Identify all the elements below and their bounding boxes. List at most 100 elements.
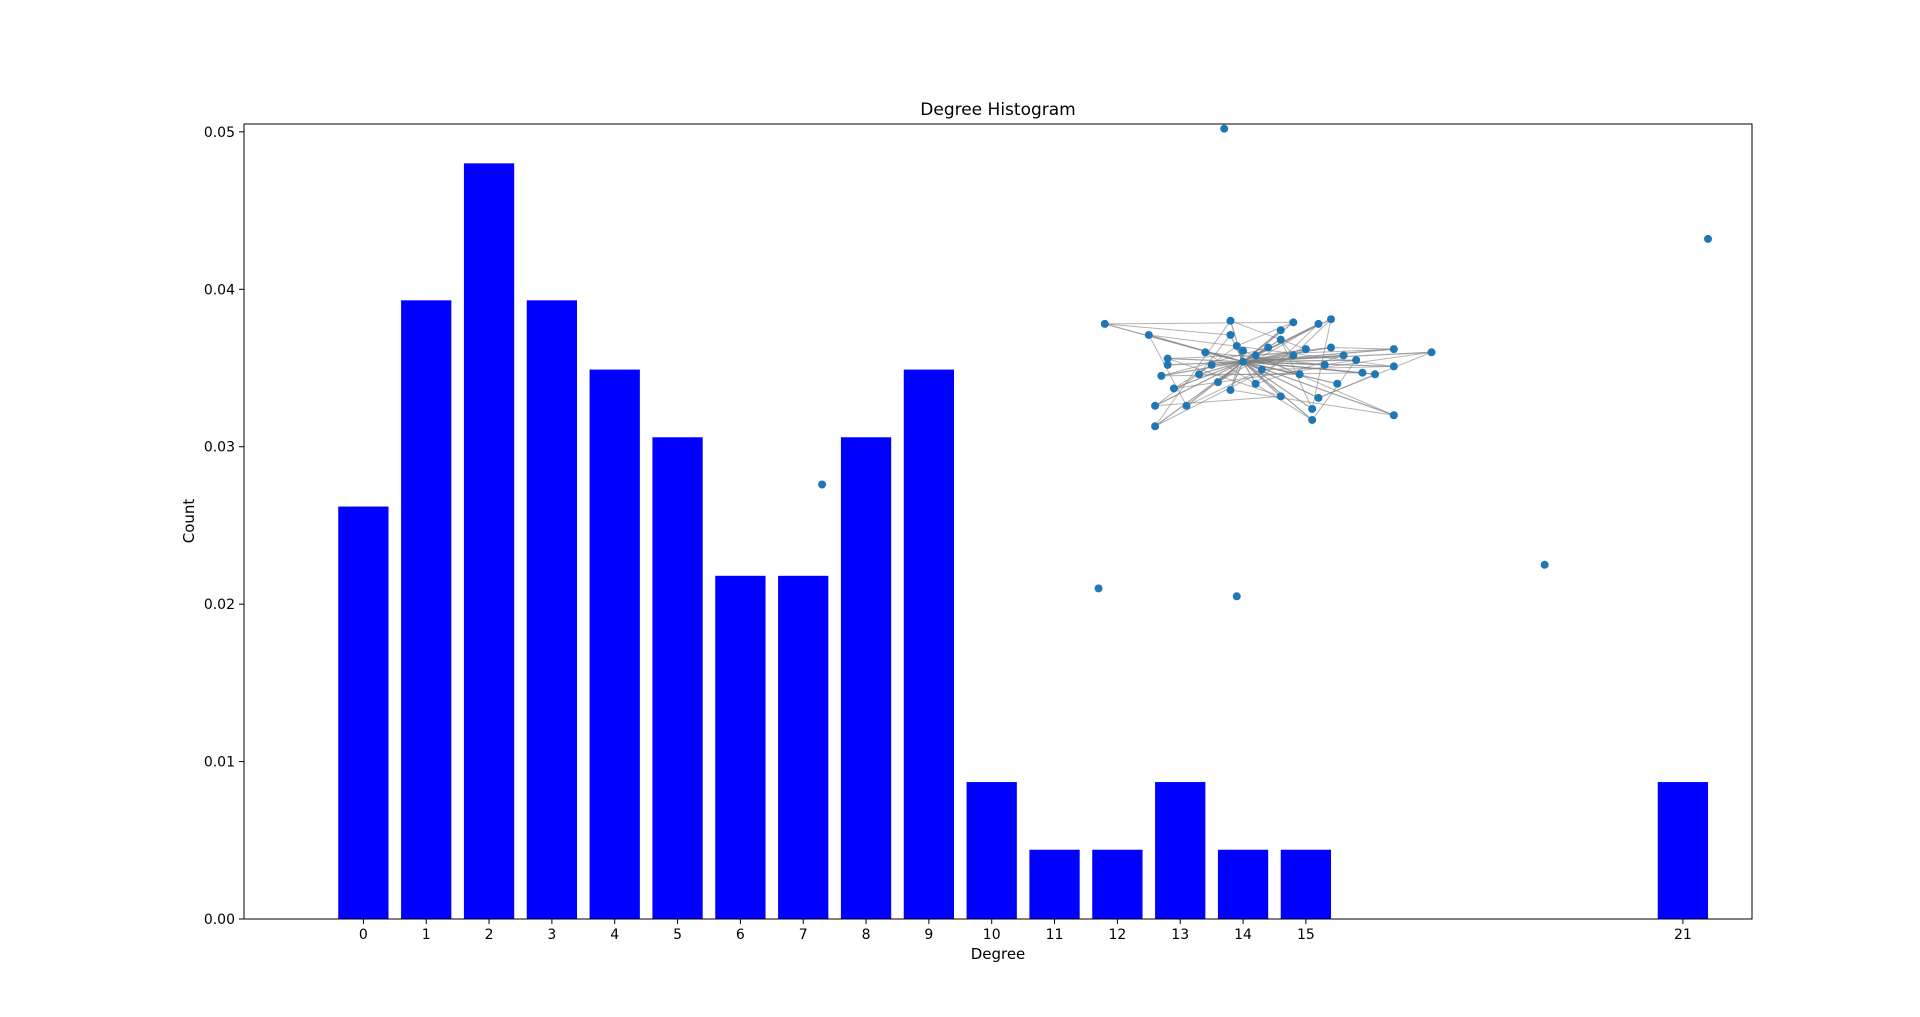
- x-tick-label: 12: [1108, 927, 1126, 943]
- network-edge: [1155, 395, 1281, 407]
- bar-degree-13: [1155, 782, 1206, 919]
- y-tick-label: 0.05: [204, 125, 235, 141]
- x-tick-label: 8: [862, 927, 871, 943]
- network-node: [1358, 368, 1367, 377]
- ticks-layer: 0 1 2 3 4 5 6 7 8 9 10 11 12 13 14 15 210.000.010.020.03…: [204, 125, 1692, 943]
- network-edge: [1242, 361, 1313, 421]
- network-edge: [1242, 361, 1363, 374]
- network-edge: [1211, 354, 1344, 366]
- network-node: [1151, 422, 1160, 431]
- network-edge: [1161, 347, 1269, 377]
- bar-degree-10: [966, 782, 1017, 919]
- bar-degree-21: [1657, 782, 1709, 919]
- network-edge: [1243, 361, 1325, 366]
- network-node: [1276, 326, 1285, 335]
- network-node: [1213, 378, 1222, 387]
- network-edge: [1318, 373, 1376, 399]
- bars-layer: [338, 163, 1709, 919]
- bar-degree-11: [1029, 849, 1080, 919]
- network-isolated-node: [818, 480, 827, 489]
- x-tick-label: 15: [1297, 927, 1315, 943]
- plot-area-frame: [243, 123, 1753, 920]
- network-edge: [1154, 361, 1244, 407]
- network-edge: [1186, 369, 1263, 407]
- network-node: [1157, 371, 1166, 380]
- network-edge: [1205, 351, 1244, 363]
- network-edge: [1167, 357, 1244, 363]
- network-node: [1314, 319, 1323, 328]
- network-node: [1239, 346, 1248, 355]
- network-edge: [1261, 365, 1394, 371]
- network-edge: [1230, 389, 1394, 416]
- network-edge: [1173, 364, 1212, 389]
- x-axis-label: Degree: [971, 945, 1026, 963]
- network-node: [1276, 392, 1285, 401]
- network-node: [1327, 315, 1336, 324]
- network-isolated-node: [1704, 234, 1713, 243]
- network-node: [1163, 354, 1172, 363]
- bar-degree-1: [401, 300, 452, 919]
- network-isolated-node: [1220, 124, 1229, 133]
- network-node: [1144, 330, 1153, 339]
- network-node: [1207, 360, 1216, 369]
- y-tick-label: 0.01: [204, 755, 235, 771]
- network-node: [1151, 401, 1160, 410]
- network-node: [1301, 345, 1310, 354]
- x-tick-label: 5: [673, 927, 682, 943]
- network-edge: [1242, 361, 1257, 385]
- x-tick-label: 14: [1234, 927, 1252, 943]
- bar-degree-9: [903, 369, 955, 919]
- network-edge: [1217, 323, 1319, 383]
- network-node: [1264, 343, 1273, 352]
- bar-degree-3: [526, 300, 578, 919]
- network-node: [1276, 335, 1285, 344]
- network-node: [1389, 362, 1398, 371]
- network-node: [1201, 348, 1210, 357]
- network-edge: [1255, 354, 1344, 385]
- network-node: [1163, 360, 1172, 369]
- bar-degree-15: [1280, 849, 1332, 919]
- network-isolated-node: [1232, 592, 1241, 601]
- network-edge: [1311, 359, 1357, 421]
- x-tick-label: 4: [610, 927, 619, 943]
- network-edge: [1104, 321, 1294, 325]
- network-edge: [1292, 318, 1332, 356]
- network-node: [1257, 365, 1266, 374]
- network-node: [1226, 316, 1235, 325]
- network-node: [1295, 370, 1304, 379]
- bar-degree-8: [840, 437, 892, 919]
- network-edge: [1230, 350, 1244, 391]
- y-tick-label: 0.03: [204, 440, 235, 456]
- x-tick-label: 11: [1046, 927, 1064, 943]
- network-edge: [1236, 321, 1294, 347]
- network-edge: [1230, 320, 1307, 350]
- network-edge: [1104, 323, 1231, 336]
- network-edge: [1324, 359, 1357, 366]
- network-node: [1339, 351, 1348, 360]
- network-node: [1427, 348, 1436, 357]
- bar-degree-6: [715, 575, 766, 919]
- x-tick-label: 2: [485, 927, 494, 943]
- network-node: [1289, 351, 1298, 360]
- network-node: [1251, 379, 1260, 388]
- network-node: [1182, 401, 1191, 410]
- network-node: [1389, 345, 1398, 354]
- network-node: [1308, 415, 1317, 424]
- bar-degree-0: [338, 506, 389, 919]
- network-isolated-node: [1540, 560, 1549, 569]
- bar-degree-5: [652, 437, 703, 919]
- x-tick-label: 21: [1674, 927, 1692, 943]
- network-node: [1389, 411, 1398, 420]
- network-node: [1195, 370, 1204, 379]
- x-tick-label: 7: [799, 927, 808, 943]
- network-edge: [1167, 361, 1244, 366]
- x-tick-label: 0: [359, 927, 368, 943]
- network-edge: [1154, 320, 1231, 427]
- y-tick-label: 0.00: [204, 912, 235, 928]
- network-node: [1352, 356, 1361, 365]
- network-edge: [1198, 361, 1244, 375]
- network-node: [1314, 393, 1323, 402]
- network-node: [1100, 319, 1109, 328]
